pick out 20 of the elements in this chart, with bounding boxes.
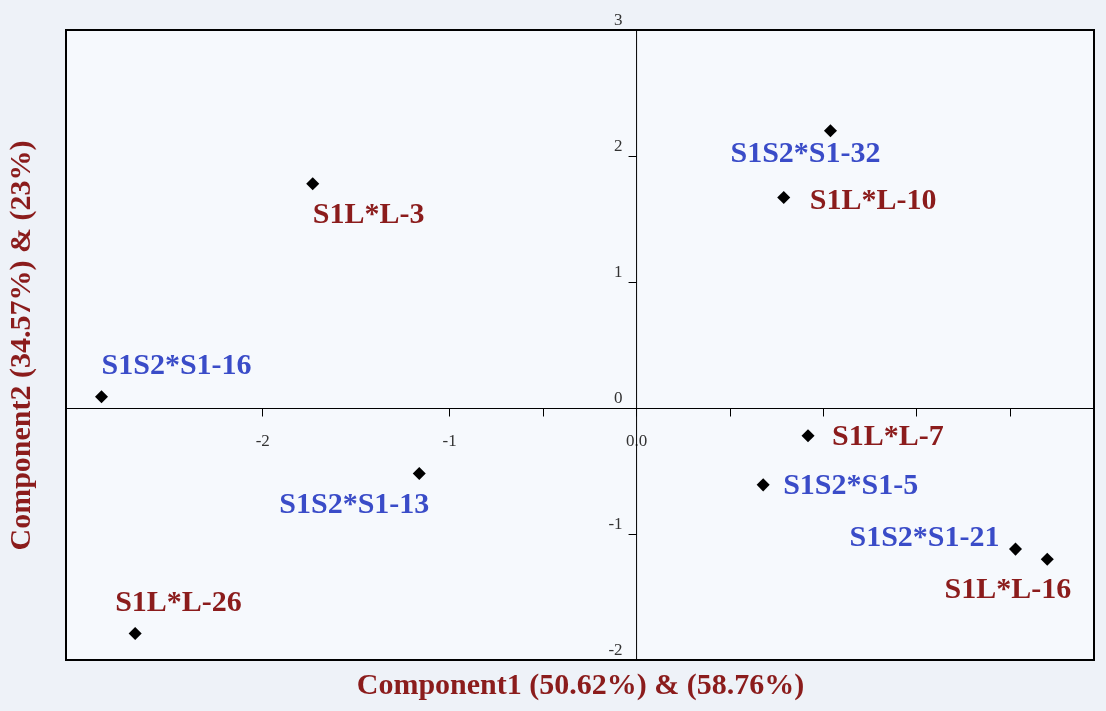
- y-tick-label: -2: [608, 639, 623, 659]
- annotation: S1L*L-3: [312, 195, 425, 229]
- y-axis-title: Component2 (34.57%) & (23%): [2, 140, 37, 551]
- annotation: S1L*L-10: [809, 181, 937, 215]
- annotation: S1S2*S1-13: [279, 485, 430, 519]
- annotation: S1S2*S1-16: [101, 346, 252, 380]
- x-tick-label: -1: [442, 430, 457, 450]
- x-tick-label: -2: [255, 430, 270, 450]
- y-tick-label: -1: [608, 513, 623, 533]
- y-tick-label: 1: [614, 261, 623, 281]
- annotation: S1L*L-7: [832, 417, 944, 451]
- y-tick-label: 2: [614, 135, 623, 155]
- annotation: S1S2*S1-5: [783, 466, 919, 500]
- y-tick-label: 0: [614, 387, 623, 407]
- annotation: S1L*L-26: [115, 583, 242, 617]
- x-axis-title: Component1 (50.62%) & (58.76%): [356, 666, 805, 701]
- annotation: S1S2*S1-21: [849, 519, 1000, 553]
- y-tick-label: 3: [614, 9, 623, 29]
- annotation: S1S2*S1-32: [730, 134, 881, 168]
- annotation: S1L*L-16: [944, 571, 1072, 605]
